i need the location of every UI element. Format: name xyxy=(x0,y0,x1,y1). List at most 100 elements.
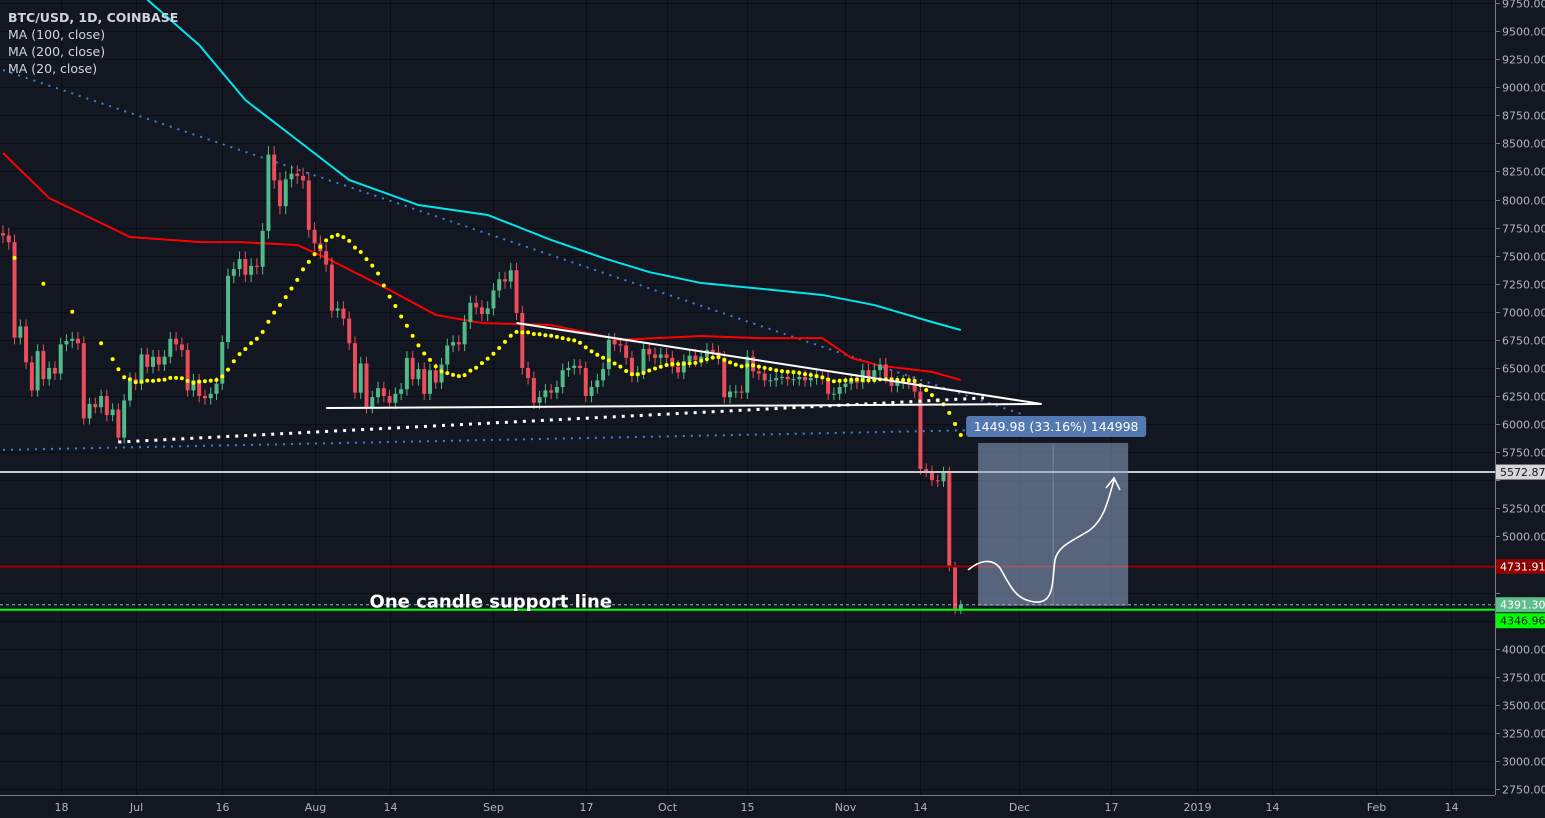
ma20-point xyxy=(139,379,144,384)
candle-up xyxy=(837,387,842,394)
ma20-point xyxy=(803,372,808,377)
ma20-point xyxy=(243,346,248,351)
candle-up xyxy=(208,393,213,399)
candle-down xyxy=(826,378,831,394)
ma20-point xyxy=(329,234,334,239)
price-tick-label: 6250.00 xyxy=(1502,391,1545,404)
time-tick-label: 14 xyxy=(914,801,928,814)
candle-up xyxy=(358,363,363,393)
ma20-point xyxy=(127,377,132,382)
ma20-point xyxy=(231,359,236,364)
time-axis[interactable]: 18 Jul 16 Aug 14 Sep 17 Oct 15 Nov 14 Dec 17 2019 14 Fe… xyxy=(55,801,1459,814)
ma20-point xyxy=(439,369,444,374)
legend-ma20[interactable]: MA (20, close) xyxy=(8,61,98,76)
candle-up xyxy=(237,259,242,270)
ma20-point xyxy=(618,364,623,369)
ma20-point xyxy=(843,378,848,383)
candle-down xyxy=(474,302,479,308)
candle-down xyxy=(52,367,57,374)
candle-up xyxy=(779,376,784,379)
price-tick-label: 6500.00 xyxy=(1502,363,1545,376)
candle-up xyxy=(393,393,398,403)
ma20-point xyxy=(179,376,184,381)
price-tick-label: 3750.00 xyxy=(1502,672,1545,685)
candle-up xyxy=(18,326,23,338)
ma100-line xyxy=(2,152,962,381)
candle-up xyxy=(543,390,548,398)
price-range-tool[interactable]: 1449.98 (33.16%) 144998 xyxy=(966,415,1147,606)
candle-up xyxy=(554,387,559,393)
ma20-point xyxy=(762,365,767,370)
candle-up xyxy=(872,370,877,377)
ma20-point xyxy=(295,277,300,282)
price-tick-label: 7000.00 xyxy=(1502,307,1545,320)
candle-down xyxy=(197,380,202,397)
ma20-point xyxy=(306,259,311,264)
candle-up xyxy=(214,383,219,394)
ma20-point xyxy=(358,250,363,255)
legend-ma200[interactable]: MA (200, close) xyxy=(8,44,106,59)
ma20-point xyxy=(814,374,819,379)
candle-down xyxy=(347,318,352,344)
ma20-point xyxy=(318,244,323,249)
ma20-point xyxy=(202,379,207,384)
candle-up xyxy=(439,364,444,383)
legend-ma100[interactable]: MA (100, close) xyxy=(8,27,106,42)
ma20-point xyxy=(739,364,744,369)
price-tick-label: 5750.00 xyxy=(1502,447,1545,460)
ma20-point xyxy=(520,330,525,335)
candle-up xyxy=(641,348,646,373)
ma20-point xyxy=(364,257,369,262)
candle-up xyxy=(64,340,69,345)
candle-down xyxy=(329,264,334,311)
ma20-point xyxy=(116,367,121,372)
candle-down xyxy=(624,345,629,358)
price-tick-label: 6000.00 xyxy=(1502,419,1545,432)
candle-down xyxy=(272,154,277,181)
ma20-point xyxy=(381,283,386,288)
candle-up xyxy=(220,342,225,384)
candle-down xyxy=(145,354,150,367)
ma20-point xyxy=(341,235,346,240)
candle-down xyxy=(24,326,29,363)
ma20-point xyxy=(249,341,254,346)
ma20-point xyxy=(774,368,779,373)
ma20-point xyxy=(958,433,963,438)
candle-up xyxy=(589,387,594,397)
candle-up xyxy=(260,230,265,267)
price-axis[interactable]: 2750.00 3000.00 3250.00 3500.00 3750.00 4000.… xyxy=(1495,0,1545,797)
candle-down xyxy=(693,355,698,361)
candle-down xyxy=(433,370,438,383)
ma20-point xyxy=(647,368,652,373)
ma20-point xyxy=(404,323,409,328)
ma20-point xyxy=(653,366,658,371)
candle-up xyxy=(427,370,432,394)
ma20-point xyxy=(929,393,934,398)
price-tick-label: 9250.00 xyxy=(1502,54,1545,67)
ma20-point xyxy=(664,363,669,368)
hand-drawn-arrow xyxy=(967,476,1121,603)
ma20-point xyxy=(572,338,577,343)
grid xyxy=(0,0,1495,795)
time-tick-label: 14 xyxy=(384,801,398,814)
ma20-point xyxy=(474,365,479,370)
candle-up xyxy=(560,370,565,388)
ma20-point xyxy=(370,263,375,268)
ma20-point xyxy=(479,361,484,366)
candle-up xyxy=(958,604,963,610)
candle-down xyxy=(301,175,306,181)
candle-up xyxy=(601,369,606,381)
price-tick-label: 2750.00 xyxy=(1502,784,1545,797)
candle-up xyxy=(110,409,115,416)
ma20-point xyxy=(266,319,271,324)
ma20-point xyxy=(451,372,456,377)
ma20-point xyxy=(924,387,929,392)
candle-up xyxy=(895,382,900,386)
ma20-point xyxy=(785,369,790,374)
candle-down xyxy=(664,354,669,358)
candle-down xyxy=(156,356,161,365)
ma20-point xyxy=(860,378,865,383)
ma20-point xyxy=(416,343,421,348)
ma20-point xyxy=(133,380,138,385)
